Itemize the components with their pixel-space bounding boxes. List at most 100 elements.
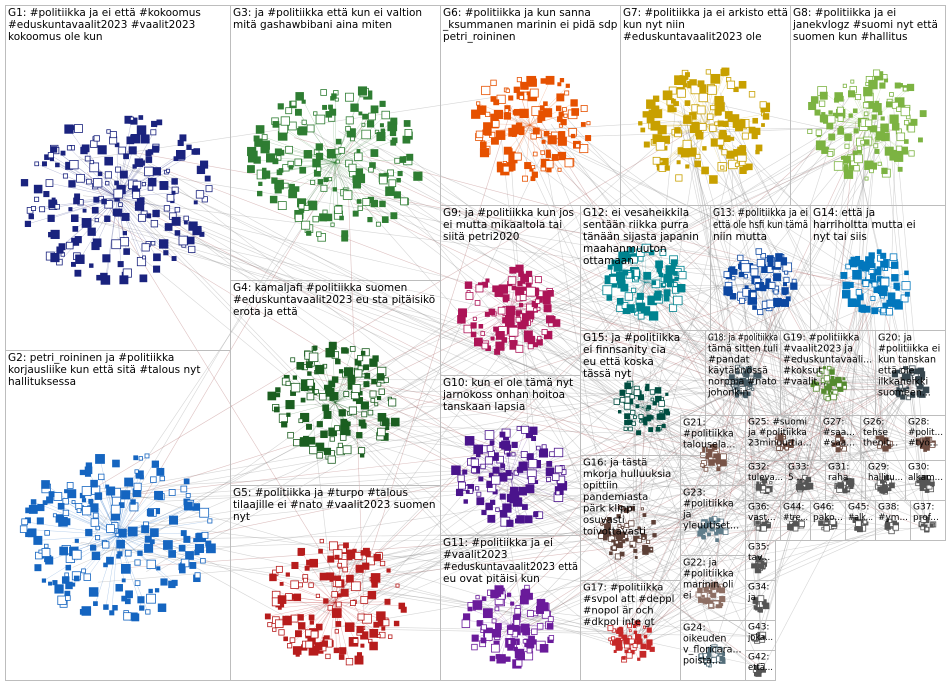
- node: [490, 499, 496, 505]
- node: [151, 120, 158, 127]
- node: [624, 419, 630, 426]
- node: [490, 96, 497, 102]
- node: [635, 404, 640, 409]
- group-label: #saa...: [823, 439, 855, 449]
- node: [323, 177, 329, 183]
- node: [376, 611, 386, 621]
- node: [674, 75, 684, 85]
- node: [633, 389, 641, 396]
- node: [609, 551, 613, 556]
- node: [531, 628, 538, 635]
- edge: [529, 124, 546, 164]
- node: [633, 415, 637, 419]
- node: [746, 391, 751, 396]
- node: [752, 117, 759, 124]
- node: [843, 155, 851, 164]
- node: [709, 175, 718, 184]
- node: [478, 476, 484, 482]
- node: [814, 109, 821, 116]
- edge: [318, 162, 336, 170]
- node: [137, 596, 145, 604]
- node: [159, 475, 165, 482]
- group-label: erota ja että: [233, 306, 298, 318]
- node: [739, 297, 746, 304]
- node: [706, 662, 711, 667]
- node: [853, 128, 859, 134]
- node: [335, 621, 342, 627]
- group-label: osuvasti: [583, 515, 625, 526]
- edge: [334, 162, 361, 209]
- node: [743, 274, 748, 279]
- group-label: 5 ...: [788, 473, 805, 483]
- node: [505, 88, 510, 93]
- node: [538, 110, 546, 118]
- node: [673, 295, 683, 306]
- edge: [164, 244, 883, 485]
- node: [888, 518, 893, 523]
- group-label: #eduskuntavaalit2023 eu sta pitäisikö: [233, 294, 435, 306]
- node: [513, 152, 522, 161]
- group-label: ilkkaheikki: [878, 376, 928, 387]
- node: [373, 621, 380, 628]
- node: [513, 619, 521, 626]
- node: [112, 459, 120, 468]
- node: [872, 69, 881, 77]
- node: [600, 529, 605, 534]
- node: [342, 190, 353, 200]
- edge: [80, 112, 722, 497]
- edge: [358, 373, 831, 603]
- node: [151, 460, 160, 468]
- edge: [97, 169, 762, 566]
- group-label: prof...: [913, 513, 939, 523]
- edge: [117, 197, 142, 262]
- edge: [627, 522, 893, 637]
- node: [104, 200, 113, 209]
- node: [827, 115, 836, 124]
- edge: [334, 162, 345, 193]
- node: [356, 625, 364, 634]
- node: [783, 276, 790, 283]
- node: [319, 538, 324, 544]
- node: [824, 518, 829, 523]
- node: [835, 436, 841, 443]
- edge: [49, 534, 118, 561]
- edge: [633, 603, 760, 647]
- node: [90, 140, 98, 148]
- node: [777, 434, 784, 441]
- node: [90, 479, 98, 488]
- edge: [117, 156, 181, 198]
- node: [862, 280, 870, 287]
- node: [171, 190, 176, 195]
- edge: [761, 391, 828, 637]
- node: [547, 290, 554, 297]
- node: [76, 508, 82, 514]
- edge: [117, 121, 132, 198]
- node: [675, 174, 683, 182]
- node: [923, 487, 927, 491]
- group-label: #eduskuntavaalit2023 ole: [623, 31, 762, 43]
- edge: [117, 158, 177, 198]
- edge: [334, 124, 364, 163]
- node: [328, 104, 333, 110]
- node: [69, 160, 79, 170]
- edge: [643, 393, 806, 485]
- node: [875, 435, 880, 440]
- node: [140, 134, 150, 144]
- node: [492, 628, 502, 638]
- node: [381, 626, 386, 631]
- node: [531, 171, 538, 178]
- edge: [156, 222, 831, 523]
- node: [840, 271, 848, 279]
- edge: [359, 406, 759, 639]
- edge: [640, 487, 847, 643]
- node: [929, 523, 934, 528]
- node: [842, 290, 851, 299]
- node: [83, 573, 91, 581]
- node: [908, 150, 915, 157]
- node: [516, 77, 522, 83]
- node: [57, 595, 67, 605]
- node: [521, 313, 530, 321]
- node: [128, 527, 133, 531]
- node: [95, 454, 105, 464]
- group-label: vast...: [748, 513, 776, 523]
